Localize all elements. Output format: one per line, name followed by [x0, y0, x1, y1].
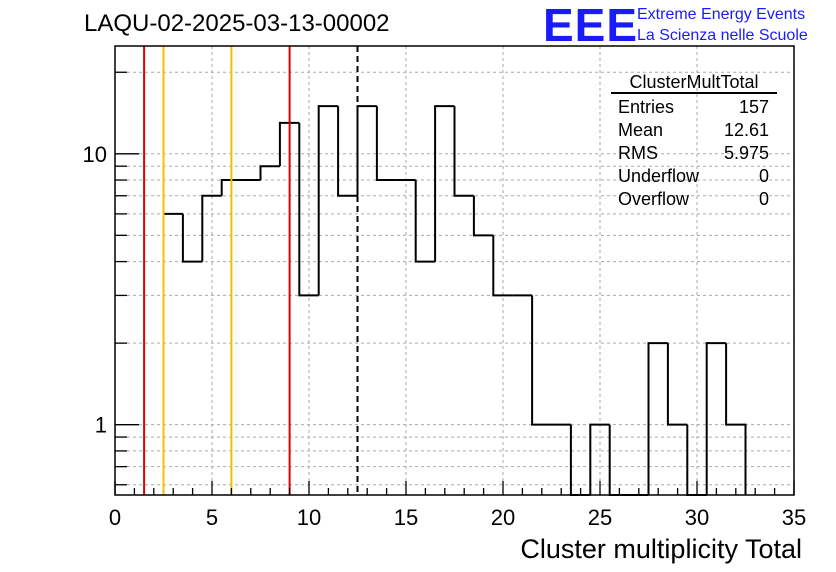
logo-caption-line2: La Scienza nelle Scuole: [637, 27, 808, 44]
logo-caption-line1: Extreme Energy Events: [637, 6, 806, 23]
y-tick-label: 10: [83, 142, 107, 167]
stats-row-underflow: Underflow 0: [611, 165, 777, 188]
histogram-bin: [414, 180, 436, 263]
histogram-bin: [278, 121, 300, 167]
histogram-bin: [531, 295, 552, 426]
histogram-bin: [337, 106, 358, 197]
histogram-bin: [317, 105, 339, 296]
stats-label: Mean: [618, 120, 664, 140]
histogram-bin: [725, 343, 747, 495]
stats-value: 0: [758, 166, 769, 186]
stats-value: 12.61: [723, 120, 769, 140]
stats-label: Overflow: [618, 189, 690, 209]
histogram-bin: [201, 194, 222, 262]
stats-row-mean: Mean 12.61: [611, 119, 777, 142]
x-tick-label: 25: [588, 505, 612, 530]
stats-label: RMS: [618, 143, 658, 163]
x-tick-label: 15: [394, 505, 418, 530]
x-axis-label: Cluster multiplicity Total: [520, 534, 802, 564]
histogram-bin: [259, 165, 280, 181]
histogram-bin: [666, 343, 688, 426]
stats-box: ClusterMultTotal Entries 157 Mean 12.61 …: [611, 72, 777, 211]
stats-value: 5.975: [723, 143, 769, 163]
histogram-bin: [472, 195, 494, 237]
y-tick-label: 1: [95, 413, 107, 438]
x-tick-label: 0: [109, 505, 121, 530]
eee-logo-caption: Extreme Energy Events La Scienza nelle S…: [637, 4, 808, 46]
x-tick-label: 10: [297, 505, 321, 530]
histogram-bin: [356, 105, 377, 196]
stats-row-overflow: Overflow 0: [611, 188, 777, 211]
x-tick-label: 30: [685, 505, 709, 530]
plot-frame: [114, 45, 795, 496]
stats-value: 0: [758, 189, 769, 209]
stats-value: 157: [738, 97, 769, 117]
histogram-bin: [705, 342, 727, 495]
x-tick-label: 20: [491, 505, 515, 530]
x-tick-label: 5: [206, 505, 218, 530]
histogram-bin: [647, 342, 668, 495]
stats-row-rms: RMS 5.975: [611, 142, 777, 165]
histogram-bin: [375, 106, 397, 182]
stats-title: ClusterMultTotal: [611, 72, 777, 94]
stats-label: Entries: [618, 97, 675, 117]
chart-title: LAQU-02-2025-03-13-00002: [84, 10, 390, 37]
histogram-bin: [181, 213, 203, 263]
x-tick-label: 35: [782, 505, 806, 530]
histogram-bin: [162, 212, 183, 495]
stats-row-entries: Entries 157: [611, 96, 777, 119]
histogram-bin: [589, 423, 610, 495]
histogram-bin: [492, 235, 513, 297]
histogram-bin: [434, 105, 455, 262]
histogram-bin: [453, 106, 474, 197]
histogram-bin: [298, 122, 319, 297]
stats-label: Underflow: [618, 166, 700, 186]
eee-logo: EEE: [543, 0, 639, 51]
histogram-bin: [220, 179, 242, 196]
